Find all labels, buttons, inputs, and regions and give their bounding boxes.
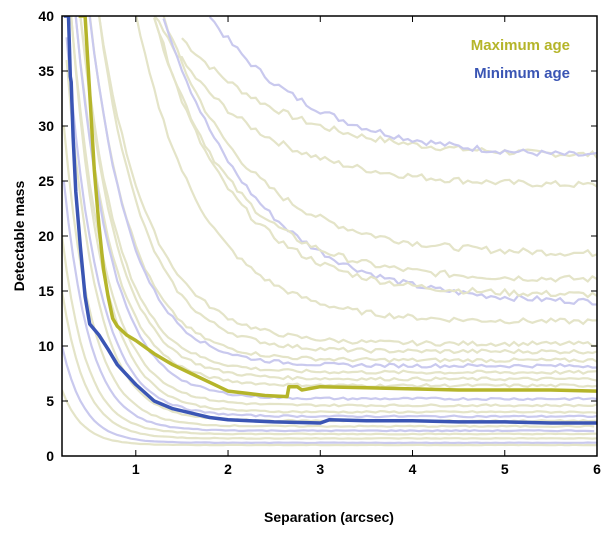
x-tick-label: 4 [409, 461, 417, 477]
x-axis-ticks: 1 2 3 4 5 6 [132, 16, 601, 477]
y-axis-ticks: 0 5 10 15 20 25 30 35 40 [38, 8, 597, 464]
y-axis-label: Detectable mass [11, 181, 27, 292]
background-curve [62, 389, 597, 447]
background-curve [65, 37, 597, 419]
background-curve [62, 290, 597, 440]
legend-entry: Minimum age [474, 65, 570, 82]
background-curve [62, 345, 597, 445]
background-curve [135, 16, 597, 326]
y-tick-label: 40 [38, 8, 54, 24]
background-curve [74, 16, 597, 389]
background-curves [62, 16, 597, 447]
y-tick-label: 0 [46, 448, 54, 464]
background-curve [98, 16, 597, 355]
background-curve [208, 16, 597, 157]
y-tick-label: 30 [38, 118, 54, 134]
legend: Maximum age Minimum age [471, 37, 570, 82]
series-line-maximum-age [78, 16, 597, 399]
background-curve [62, 180, 595, 433]
legend-entry: Maximum age [471, 37, 570, 54]
x-axis-label: Separation (arcsec) [264, 509, 394, 525]
background-curve [88, 16, 597, 364]
background-curve [70, 16, 597, 408]
x-tick-label: 5 [501, 461, 509, 477]
background-curve [79, 16, 597, 375]
series-line-minimum-age [63, 16, 597, 425]
y-tick-label: 25 [38, 173, 54, 189]
y-tick-label: 10 [38, 338, 54, 354]
background-curve [153, 17, 597, 283]
background-curve [88, 16, 597, 369]
x-tick-label: 2 [224, 461, 232, 477]
y-tick-label: 20 [38, 228, 54, 244]
background-curve [79, 16, 597, 382]
background-curve [74, 16, 597, 402]
y-tick-label: 5 [46, 393, 54, 409]
background-curve [70, 16, 597, 414]
highlighted-curves [63, 16, 597, 425]
background-curve [181, 37, 597, 159]
background-curve [98, 16, 597, 348]
y-tick-label: 35 [38, 63, 54, 79]
background-curve [162, 16, 597, 258]
background-curve [62, 125, 595, 429]
x-tick-label: 6 [593, 461, 601, 477]
x-tick-label: 3 [316, 461, 324, 477]
y-tick-label: 15 [38, 283, 54, 299]
background-curve [162, 18, 597, 306]
background-curve [153, 17, 597, 299]
background-curve [62, 235, 597, 436]
x-tick-label: 1 [132, 461, 140, 477]
background-curve [153, 16, 597, 189]
